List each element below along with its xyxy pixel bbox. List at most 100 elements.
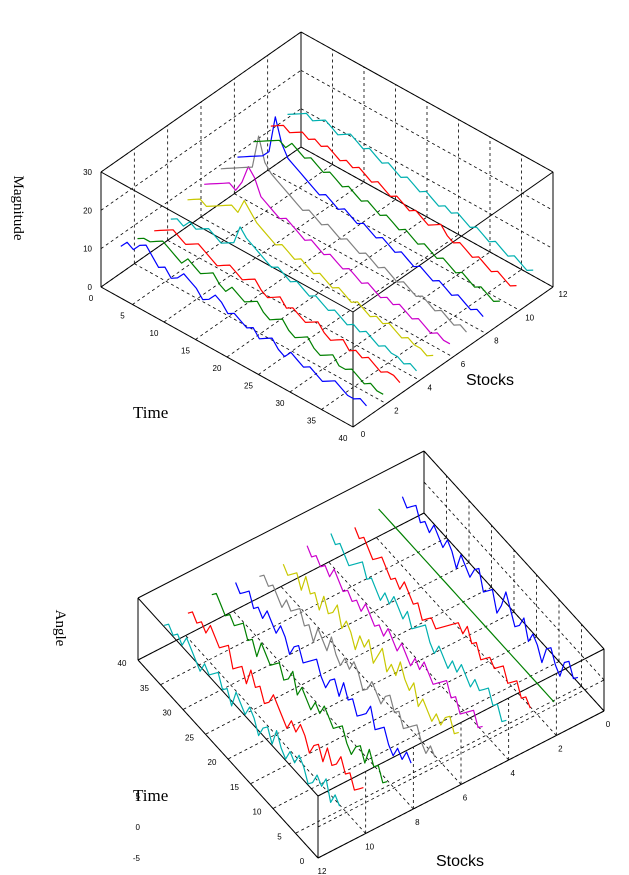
back-wall-gridline-z [300,69,554,211]
time-tick-label: 5 [277,832,282,841]
angle-grid [137,450,605,859]
time-tick-label: 20 [208,758,217,767]
series-line-stock-6 [204,166,451,345]
series-line-stock-5 [187,198,434,357]
stock-tick-label: 12 [559,290,568,299]
stock-tick-label: 12 [318,867,327,875]
series-line-stock-9 [254,139,500,302]
time-tick-label: 30 [163,709,172,718]
series-line-stock-2 [137,237,384,395]
box-edge-top [137,597,319,797]
z-tick-label: 20 [83,206,92,215]
series-line-stock-1 [120,241,367,407]
series-line-stock-2 [378,508,555,703]
floor-gridline-stock [200,216,454,358]
stock-tick-label: 8 [494,337,499,346]
stock-tick-label: 2 [558,745,563,754]
z-tick-label: 10 [83,245,92,254]
floor-gridline-stock [134,263,387,405]
stock-tick-label: 10 [365,843,374,852]
magnitude-series-group [120,112,534,407]
angle-time-axis-label: Time [133,786,168,805]
box-edge-floor [100,286,354,428]
floor-gridline-stock [234,193,487,335]
floor-gridline-stock [167,239,420,381]
time-tick-label: 30 [276,399,285,408]
time-tick-label: 15 [230,783,239,792]
series-line-stock-9 [211,592,388,784]
box-edge-top [100,171,354,313]
time-tick-label: 25 [185,733,194,742]
time-tick-label: 35 [307,417,316,426]
series-line-stock-10 [187,611,364,791]
side-wall-gridline-z [100,108,302,249]
series-line-stock-4 [330,533,507,723]
series-line-stock-1 [401,496,579,680]
box-edge-top [317,648,605,797]
box-edge-floor [352,286,554,428]
series-line-stock-7 [259,574,436,758]
box-edge-top [100,31,302,173]
box-edge-top [423,450,605,650]
magnitude-stocks-axis-label: Stocks [466,372,514,389]
box-edge-floor [137,512,425,661]
time-tick-label: 20 [213,364,222,373]
box-edge-floor [100,146,302,288]
z-tick-label: 0 [136,823,141,832]
magnitude-tick-labels: 0 5 10 15 20 25 30 35 40 0 2 4 6 8 10 12 0 10 20 30 [83,168,568,443]
floor-gridline-stock [280,586,462,785]
magnitude-waterfall-chart: 0 5 10 15 20 25 30 35 40 0 2 4 6 8 10 12 0 10 20 30 Magnitu… [10,31,568,443]
stock-tick-label: 8 [415,818,420,827]
box-edge-floor [300,146,554,288]
back-wall-gridline-z [423,481,605,681]
box-edge-floor [317,710,605,859]
floor-gridline-stock [233,610,414,810]
angle-series-group [163,496,579,807]
time-tick-label: 10 [253,808,262,817]
series-line-stock-7 [220,135,467,333]
series-line-stock-5 [306,545,483,729]
box-edge-top [300,31,554,173]
time-tick-label: 25 [244,382,253,391]
series-line-stock-6 [282,563,459,735]
back-wall-gridline-z [300,108,554,250]
series-line-stock-8 [235,582,412,764]
stock-tick-label: 2 [394,407,399,416]
time-tick-label: 15 [181,347,190,356]
magnitude-z-axis-label: Magnitude [10,176,26,241]
z-tick-label: 30 [83,168,92,177]
z-tick-label: 5 [136,792,141,801]
z-tick-label: -5 [133,854,141,863]
stock-tick-label: 0 [606,720,611,729]
series-line-stock-10 [270,124,517,287]
series-line-stock-4 [170,218,417,372]
angle-waterfall-chart: 0 5 10 15 20 25 30 35 40 0 2 4 6 8 10 12 -5 0 5 Angle Time… [52,450,611,875]
box-edge-floor [137,659,319,859]
time-tick-label: 40 [118,659,127,668]
angle-stocks-axis-label: Stocks [436,853,484,870]
magnitude-time-axis-label: Time [133,403,168,422]
angle-tick-labels: 0 5 10 15 20 25 30 35 40 0 2 4 6 8 10 12 -5 0 5 [118,659,611,875]
series-line-stock-11 [163,623,341,807]
stock-tick-label: 6 [461,360,466,369]
stock-tick-label: 6 [463,794,468,803]
series-line-stock-3 [154,229,401,383]
z-tick-label: 0 [88,283,93,292]
time-tick-label: 0 [89,294,94,303]
side-wall-gridline-z [100,70,302,211]
time-tick-label: 5 [120,312,125,321]
series-line-stock-11 [287,112,534,271]
box-edge-top [137,450,425,599]
time-tick-label: 0 [300,857,305,866]
floor-gridline-time [205,586,492,735]
time-tick-label: 10 [150,329,159,338]
series-line-stock-8 [237,116,484,317]
floor-gridline-stock [376,537,557,736]
stock-tick-label: 4 [510,769,515,778]
angle-z-axis-label: Angle [52,610,68,647]
time-tick-label: 40 [339,434,348,443]
stock-tick-label: 10 [525,313,534,322]
series-line-stock-3 [354,527,531,709]
